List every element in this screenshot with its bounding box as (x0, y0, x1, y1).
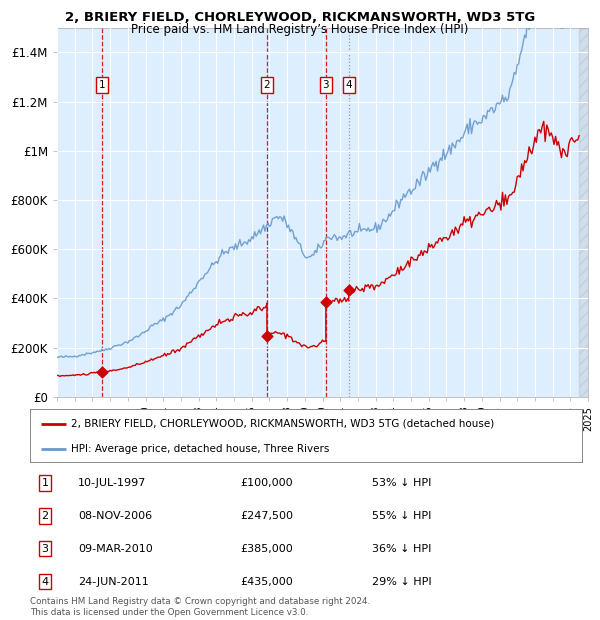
Text: £100,000: £100,000 (240, 478, 293, 488)
Text: 1: 1 (41, 478, 49, 488)
Text: 1: 1 (98, 80, 105, 90)
Text: 3: 3 (323, 80, 329, 90)
Text: 3: 3 (41, 544, 49, 554)
Text: 29% ↓ HPI: 29% ↓ HPI (372, 577, 431, 587)
Text: 4: 4 (41, 577, 49, 587)
Text: 09-MAR-2010: 09-MAR-2010 (78, 544, 153, 554)
Text: 55% ↓ HPI: 55% ↓ HPI (372, 511, 431, 521)
Text: 24-JUN-2011: 24-JUN-2011 (78, 577, 149, 587)
Point (344, 285, 353, 294)
Text: HPI: Average price, detached house, Three Rivers: HPI: Average price, detached house, Thre… (71, 444, 330, 454)
Text: 2: 2 (41, 511, 49, 521)
Point (97, 367, 107, 377)
Text: £385,000: £385,000 (240, 544, 293, 554)
Text: £247,500: £247,500 (240, 511, 293, 521)
Text: 2, BRIERY FIELD, CHORLEYWOOD, RICKMANSWORTH, WD3 5TG: 2, BRIERY FIELD, CHORLEYWOOD, RICKMANSWO… (65, 11, 535, 24)
Text: Contains HM Land Registry data © Crown copyright and database right 2024.
This d: Contains HM Land Registry data © Crown c… (30, 598, 370, 617)
Bar (579, 28, 588, 397)
Text: 36% ↓ HPI: 36% ↓ HPI (372, 544, 431, 554)
Text: 53% ↓ HPI: 53% ↓ HPI (372, 478, 431, 488)
Text: £435,000: £435,000 (240, 577, 293, 587)
Text: 4: 4 (346, 80, 352, 90)
Point (321, 297, 331, 307)
Text: 2: 2 (263, 80, 270, 90)
Text: 08-NOV-2006: 08-NOV-2006 (78, 511, 152, 521)
Point (262, 331, 272, 341)
Text: Price paid vs. HM Land Registry’s House Price Index (HPI): Price paid vs. HM Land Registry’s House … (131, 23, 469, 36)
Text: 10-JUL-1997: 10-JUL-1997 (78, 478, 146, 488)
Text: 2, BRIERY FIELD, CHORLEYWOOD, RICKMANSWORTH, WD3 5TG (detached house): 2, BRIERY FIELD, CHORLEYWOOD, RICKMANSWO… (71, 419, 494, 429)
